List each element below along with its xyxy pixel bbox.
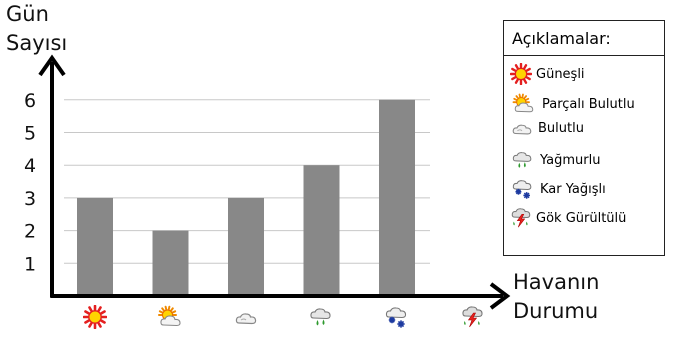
legend-title: Açıklamalar: <box>504 21 664 56</box>
y-tick-label: 3 <box>24 188 36 210</box>
y-axis-title-line-2: Sayısı <box>6 31 68 55</box>
legend-item-partly-cloudy: Parçalı Bulutlu <box>510 93 635 115</box>
rain-icon <box>310 308 331 326</box>
y-axis-arrowhead <box>38 54 66 77</box>
legend: Açıklamalar: Güneşli Parçalı Bulutlu Bul… <box>503 20 665 256</box>
legend-item-thunder: Gök Gürültülü <box>510 207 626 229</box>
legend-label-rainy: Yağmurlu <box>540 152 601 168</box>
snow-icon <box>512 180 532 199</box>
legend-label-snowy: Kar Yağışlı <box>540 181 606 197</box>
bar-1 <box>77 197 113 296</box>
legend-label-thunder: Gök Gürültülü <box>536 210 627 226</box>
y-axis-title: Gün Sayısı <box>6 0 67 58</box>
y-tick-label: 6 <box>24 90 36 112</box>
partly-cloudy-icon <box>512 93 534 113</box>
thunder-icon <box>462 306 483 328</box>
cloudy-icon <box>235 313 257 325</box>
bar-2 <box>152 230 189 296</box>
y-tick-label: 2 <box>24 221 36 243</box>
sun-icon <box>83 305 107 329</box>
snow-icon <box>385 307 407 328</box>
bar-4 <box>303 165 340 296</box>
x-axis-arrowhead <box>489 282 511 310</box>
legend-label-cloudy: Bulutlu <box>538 120 584 136</box>
legend-item-snowy: Kar Yağışlı <box>510 178 606 200</box>
y-tick-label: 1 <box>24 253 36 275</box>
legend-label-partly-cloudy: Parçalı Bulutlu <box>542 96 635 112</box>
legend-item-rainy: Yağmurlu <box>510 149 600 171</box>
cloudy-icon <box>512 124 532 135</box>
y-tick-label: 4 <box>24 155 36 177</box>
sun-icon <box>510 63 532 85</box>
legend-item-sunny: Güneşli <box>510 63 585 85</box>
thunder-icon <box>511 208 531 228</box>
x-axis-title-line-2: Durumu <box>513 299 599 323</box>
legend-label-sunny: Güneşli <box>536 66 585 82</box>
bar-5 <box>379 99 415 296</box>
x-axis-title: Havanın Durumu <box>513 268 599 326</box>
bar-3 <box>228 197 264 296</box>
y-axis-title-line-1: Gün <box>6 2 49 26</box>
partly-cloudy-icon <box>158 305 181 327</box>
y-tick-label: 5 <box>24 123 36 145</box>
legend-item-cloudy: Bulutlu <box>510 117 584 139</box>
x-axis-title-line-1: Havanın <box>513 270 600 294</box>
rain-icon <box>512 152 532 168</box>
